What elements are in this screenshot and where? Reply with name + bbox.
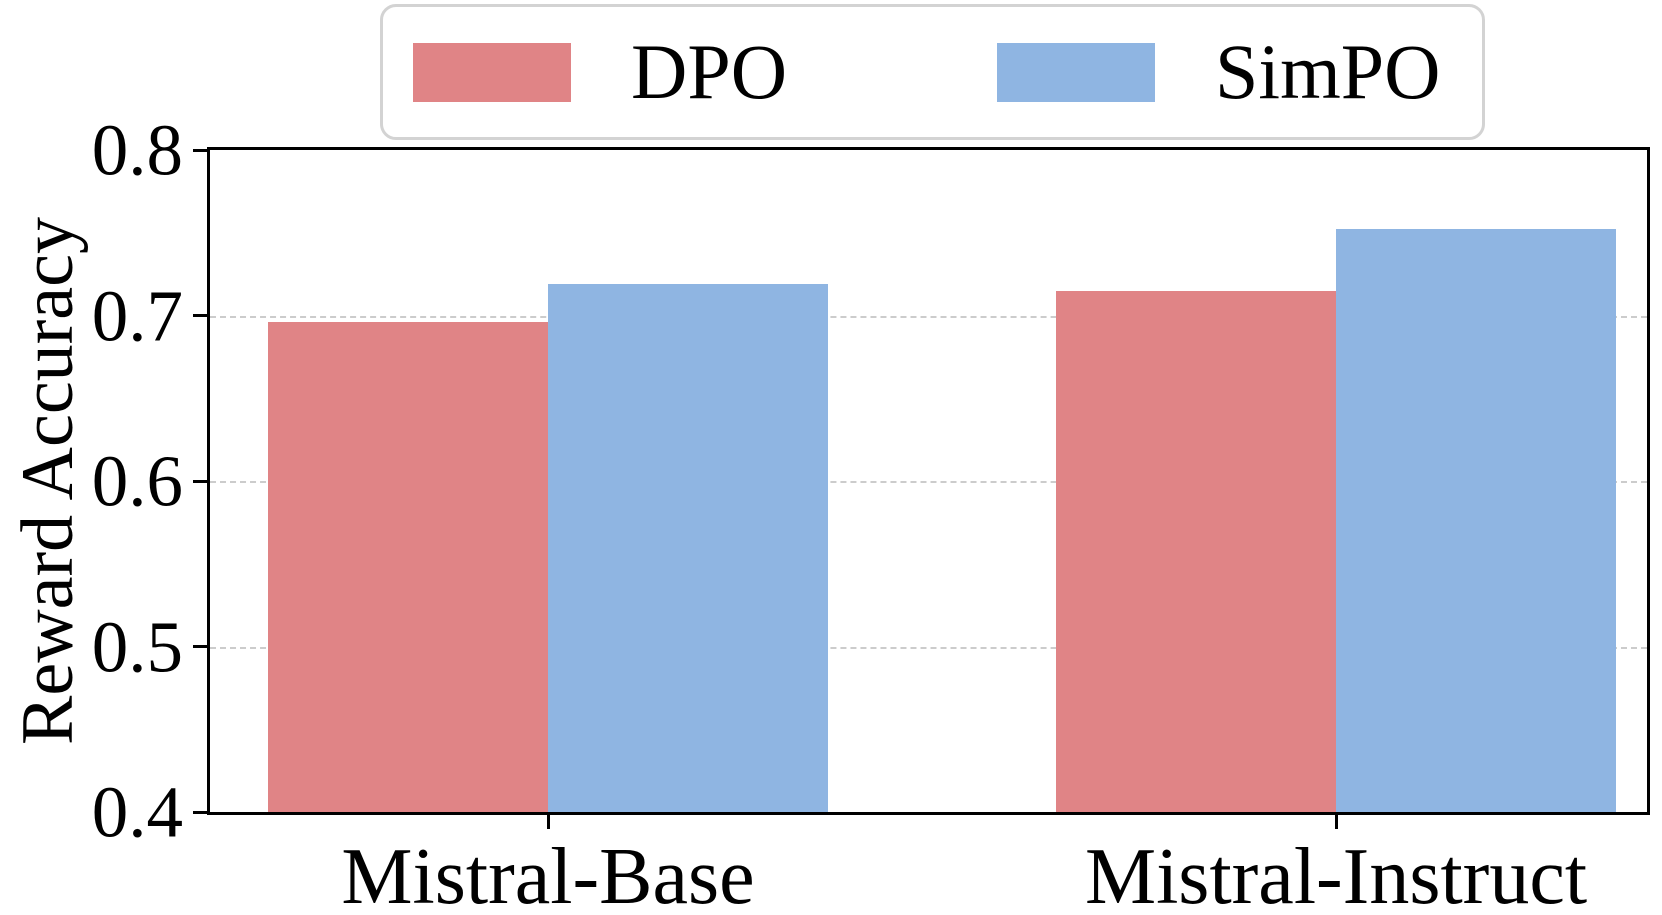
bar-simpo-mistral-base bbox=[548, 284, 828, 812]
y-tick-mark-0.4 bbox=[193, 810, 207, 814]
bar-dpo-mistral-instruct bbox=[1056, 290, 1336, 812]
gridline-0.6 bbox=[210, 481, 1647, 483]
chart-legend: DPO SimPO bbox=[380, 4, 1485, 140]
dpo-color-swatch-icon bbox=[413, 42, 571, 102]
y-tick-mark-0.8 bbox=[193, 148, 207, 152]
y-tick-label-0.7: 0.7 bbox=[91, 275, 183, 356]
legend-label-dpo: DPO bbox=[631, 28, 788, 115]
x-tick-mark-2 bbox=[1334, 815, 1338, 829]
legend-item-dpo: DPO bbox=[413, 33, 787, 111]
legend-label-simpo: SimPO bbox=[1215, 28, 1441, 115]
plot-area bbox=[207, 147, 1650, 815]
gridline-0.7 bbox=[210, 315, 1647, 318]
y-tick-label-0.5: 0.5 bbox=[91, 606, 183, 687]
bar-dpo-mistral-base bbox=[268, 322, 548, 812]
x-tick-label-mistral-instruct: Mistral-Instruct bbox=[1084, 833, 1588, 915]
y-tick-mark-0.6 bbox=[193, 479, 207, 483]
y-tick-mark-0.7 bbox=[193, 314, 207, 317]
y-tick-label-0.4: 0.4 bbox=[91, 771, 183, 853]
x-tick-mark-1 bbox=[546, 815, 550, 829]
y-tick-label-0.6: 0.6 bbox=[91, 440, 183, 522]
legend-item-simpo: SimPO bbox=[997, 33, 1440, 111]
gridline-0.5 bbox=[210, 646, 1647, 649]
y-tick-mark-0.5 bbox=[193, 645, 207, 648]
x-tick-label-mistral-base: Mistral-Base bbox=[341, 833, 755, 915]
bar-simpo-mistral-instruct bbox=[1336, 229, 1616, 812]
y-tick-label-0.8: 0.8 bbox=[91, 109, 183, 191]
simpo-color-swatch-icon bbox=[997, 42, 1156, 102]
